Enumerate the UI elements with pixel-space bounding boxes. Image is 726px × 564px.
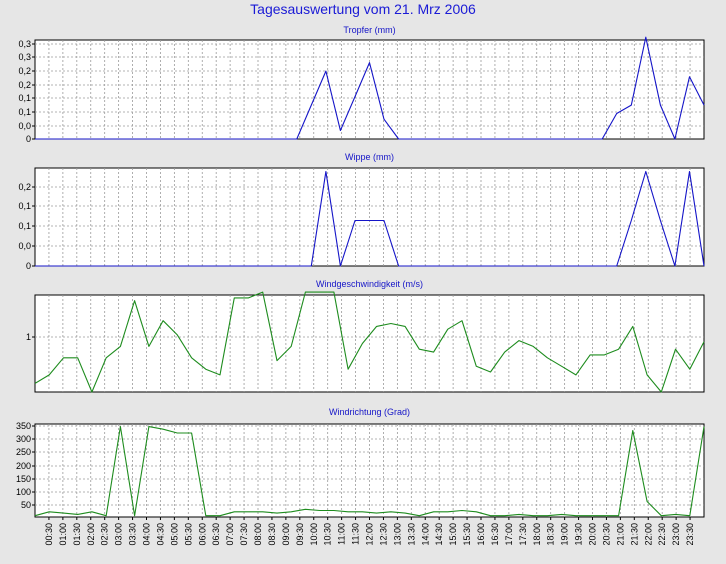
y-tick-label: 50 [21, 500, 31, 510]
x-tick-label: 18:00 [532, 523, 542, 546]
x-tick-label: 20:30 [601, 523, 611, 546]
y-tick-label: 350 [16, 421, 31, 431]
y-tick-label: 250 [16, 447, 31, 457]
x-tick-label: 03:30 [128, 523, 138, 546]
x-tick-label: 02:30 [100, 523, 110, 546]
x-tick-label: 15:30 [462, 523, 472, 546]
x-tick-label: 10:00 [309, 523, 319, 546]
series-line [35, 170, 705, 267]
x-tick-label: 08:30 [267, 523, 277, 546]
series-line [35, 36, 705, 140]
x-tick-label: 10:30 [323, 523, 333, 546]
y-tick-label: 0,0 [18, 121, 31, 131]
y-tick-label: 0,1 [18, 201, 31, 211]
chart-panel-2: 1 Windgeschwindigkeit (m/s) [26, 279, 705, 393]
y-tick-label: 0,3 [18, 39, 31, 49]
x-tick-label: 21:30 [629, 523, 639, 546]
y-tick-label: 0 [26, 134, 31, 144]
chart-title: Windgeschwindigkeit (m/s) [316, 279, 423, 289]
x-tick-label: 22:30 [657, 523, 667, 546]
x-tick-label: 03:00 [114, 523, 124, 546]
x-tick-label: 17:00 [504, 523, 514, 546]
y-tick-label: 0,2 [18, 80, 31, 90]
x-tick-label: 11:00 [337, 523, 347, 545]
x-tick-label: 09:30 [295, 523, 305, 546]
y-tick-label: 0,2 [18, 66, 31, 76]
x-tick-label: 14:00 [420, 523, 430, 546]
y-tick-label: 0,1 [18, 221, 31, 231]
chart-panel-1: 0,2 0,1 0,1 0,0 0 Wippe (mm) [18, 152, 705, 271]
x-tick-label: 04:30 [155, 523, 165, 546]
y-tick-label: 0 [26, 261, 31, 271]
x-tick-label: 23:30 [685, 523, 695, 546]
x-tick-label: 19:30 [574, 523, 584, 546]
x-tick-label: 05:00 [169, 523, 179, 546]
x-tick-label: 07:00 [225, 523, 235, 546]
x-tick-label: 23:00 [671, 523, 681, 546]
x-tick-label: 01:30 [72, 523, 82, 546]
x-tick-label: 02:00 [86, 523, 96, 546]
y-tick-label: 300 [16, 434, 31, 444]
y-tick-label: 0,3 [18, 52, 31, 62]
x-axis: 00:30 01:00 01:30 02:00 02:30 03:00 03:30 04:00… [44, 517, 695, 546]
x-tick-label: 07:30 [239, 523, 249, 546]
x-tick-label: 12:00 [365, 523, 375, 546]
x-tick-label: 01:00 [58, 523, 68, 546]
series-line [34, 291, 705, 393]
y-tick-label: 100 [16, 487, 31, 497]
y-tick-label: 150 [16, 474, 31, 484]
x-tick-label: 00:30 [44, 523, 54, 546]
x-tick-label: 16:00 [476, 523, 486, 546]
x-tick-label: 06:30 [211, 523, 221, 546]
chart-panel-3: 350 300 250 200 150 100 50 Windrichtung (Grad) [16, 407, 705, 518]
x-tick-label: 21:00 [615, 523, 625, 546]
x-tick-label: 14:30 [434, 523, 444, 546]
y-tick-label: 0,0 [18, 241, 31, 251]
x-tick-label: 20:00 [588, 523, 598, 546]
chart-panel-0: 0,3 0,3 0,2 0,2 0,1 0,1 0,0 0 Tropfer (mm) [18, 25, 705, 144]
chart-title: Tropfer (mm) [343, 25, 395, 35]
series-line [34, 426, 705, 517]
x-tick-label: 13:30 [406, 523, 416, 546]
x-tick-label: 09:00 [281, 523, 291, 546]
x-tick-label: 13:00 [392, 523, 402, 546]
x-tick-label: 16:30 [490, 523, 500, 546]
y-tick-label: 0,1 [18, 107, 31, 117]
y-tick-label: 200 [16, 461, 31, 471]
x-tick-label: 12:30 [378, 523, 388, 546]
chart-title: Wippe (mm) [345, 152, 394, 162]
y-tick-label: 1 [26, 332, 31, 342]
x-tick-label: 17:30 [518, 523, 528, 546]
x-tick-label: 04:00 [142, 523, 152, 546]
x-tick-label: 11:30 [351, 523, 361, 545]
x-tick-label: 05:30 [183, 523, 193, 546]
x-tick-label: 06:00 [197, 523, 207, 546]
chart-title: Windrichtung (Grad) [329, 407, 410, 417]
x-tick-label: 19:00 [560, 523, 570, 546]
y-tick-label: 0,1 [18, 93, 31, 103]
x-tick-label: 18:30 [546, 523, 556, 546]
x-tick-label: 15:00 [448, 523, 458, 546]
x-tick-label: 08:00 [253, 523, 263, 546]
page-title: Tagesauswertung vom 21. Mrz 2006 [250, 1, 476, 17]
x-tick-label: 22:00 [643, 523, 653, 546]
y-tick-label: 0,2 [18, 182, 31, 192]
